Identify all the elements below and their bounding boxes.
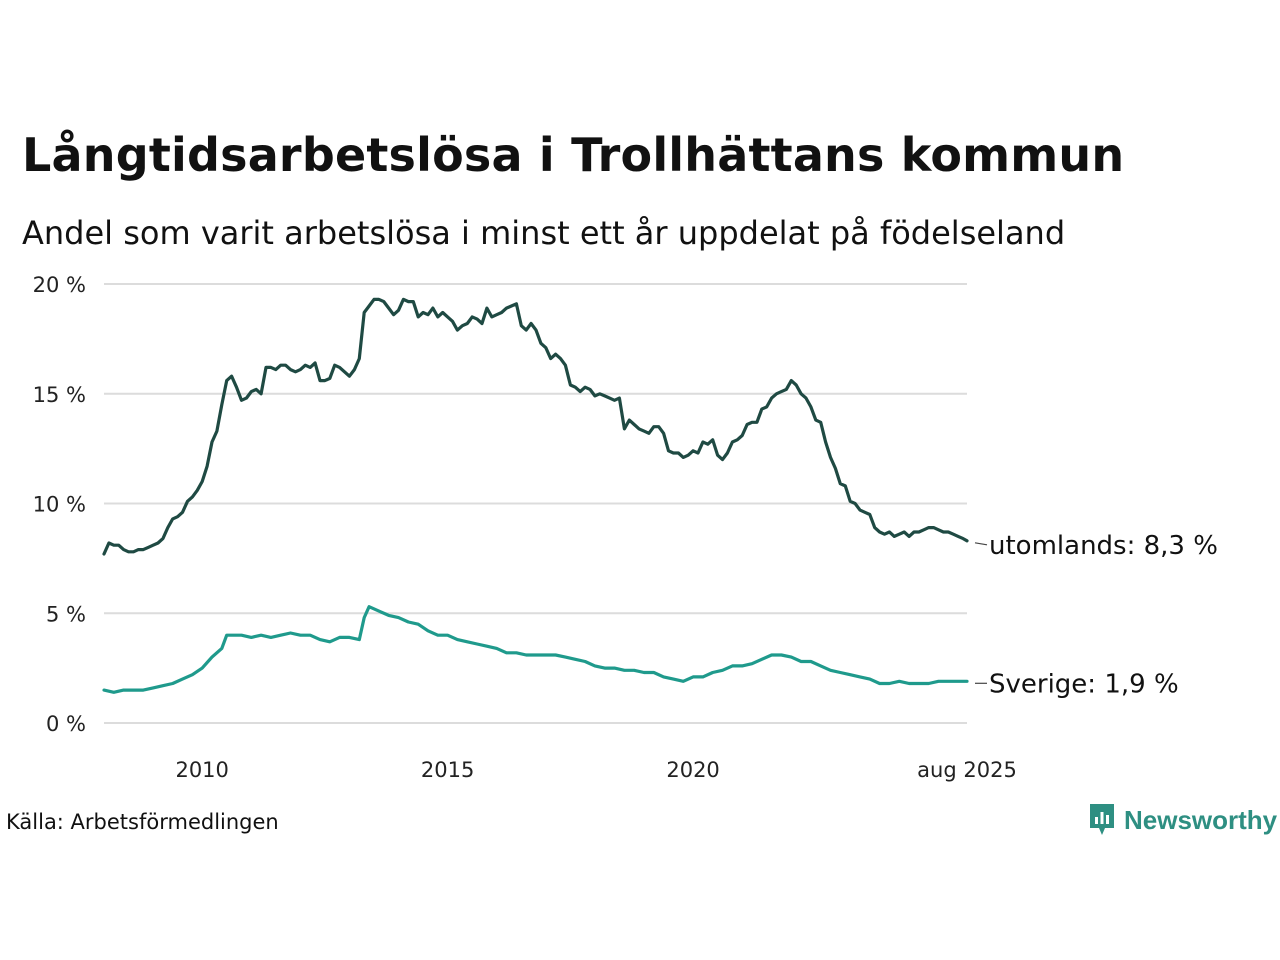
label-leader-line	[974, 542, 988, 546]
source-note: Källa: Arbetsförmedlingen	[6, 810, 279, 834]
x-tick-label: 2015	[421, 758, 474, 782]
end-label-sverige: Sverige: 1,9 %	[989, 669, 1179, 699]
grid-layer	[104, 283, 967, 724]
x-tick-label: aug 2025	[917, 758, 1017, 782]
chart-subtitle: Andel som varit arbetslösa i minst ett å…	[22, 214, 1066, 252]
chart-title: Långtidsarbetslösa i Trollhättans kommun	[22, 128, 1125, 182]
brand-logo: Newsworthy	[1088, 802, 1277, 838]
newsworthy-logo-icon	[1090, 804, 1114, 835]
series-line-sverige	[102, 605, 969, 694]
series-layer	[102, 297, 969, 694]
y-tick-label: 5 %	[46, 602, 86, 626]
y-tick-label: 10 %	[33, 493, 86, 517]
brand-name: Newsworthy	[1124, 804, 1278, 835]
x-tick-label: 2020	[666, 758, 719, 782]
y-axis: 0 % 5 % 10 % 15 % 20 %	[33, 273, 86, 736]
x-axis: 2010 2015 2020 aug 2025	[175, 758, 1016, 782]
end-label-utomlands: utomlands: 8,3 %	[989, 531, 1218, 561]
series-line-utomlands	[102, 297, 969, 556]
y-tick-label: 15 %	[33, 383, 86, 407]
y-tick-label: 20 %	[33, 273, 86, 297]
y-tick-label: 0 %	[46, 712, 86, 736]
x-tick-label: 2010	[175, 758, 228, 782]
end-labels: utomlands: 8,3 % Sverige: 1,9 %	[974, 531, 1218, 699]
